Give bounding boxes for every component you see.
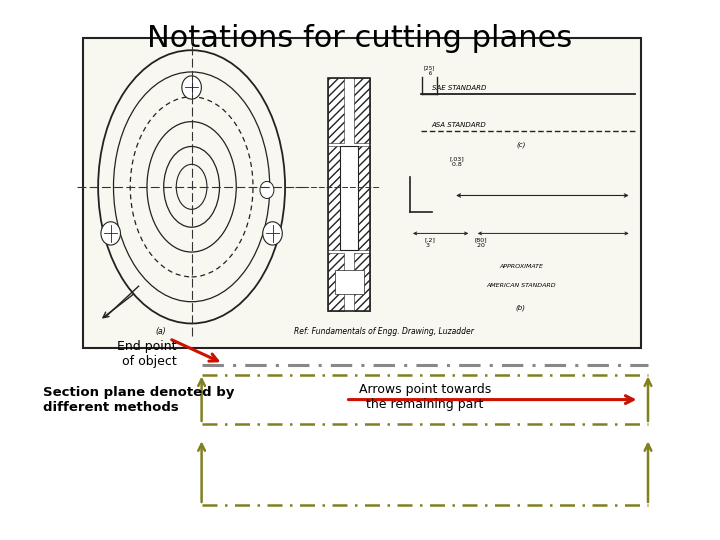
- Bar: [83, 38, 641, 348]
- Text: (b): (b): [516, 305, 526, 312]
- Bar: [328, 146, 341, 249]
- Text: AMERICAN STANDARD: AMERICAN STANDARD: [486, 283, 556, 288]
- Text: Ref: Fundamentals of Engg. Drawing, Luzadder: Ref: Fundamentals of Engg. Drawing, Luza…: [294, 327, 474, 336]
- Text: ASA STANDARD: ASA STANDARD: [432, 122, 487, 128]
- Bar: [328, 78, 370, 311]
- Text: [25]
 6: [25] 6: [424, 65, 435, 76]
- Text: Section plane denoted by
different methods: Section plane denoted by different metho…: [43, 386, 235, 414]
- Text: APPROXIMATE: APPROXIMATE: [499, 265, 543, 269]
- Text: [.03]
 0.8: [.03] 0.8: [449, 157, 464, 167]
- Text: (a): (a): [156, 327, 166, 336]
- Ellipse shape: [260, 181, 274, 199]
- Text: Notations for cutting planes: Notations for cutting planes: [148, 24, 572, 53]
- Bar: [335, 271, 364, 294]
- Ellipse shape: [182, 76, 202, 99]
- Bar: [328, 78, 344, 144]
- Ellipse shape: [263, 222, 282, 245]
- Bar: [328, 253, 344, 311]
- Text: (c): (c): [516, 141, 526, 148]
- Text: Arrows point towards
the remaining part: Arrows point towards the remaining part: [359, 383, 491, 411]
- Bar: [354, 78, 370, 144]
- Text: End point
of object: End point of object: [117, 340, 176, 368]
- Text: [.2]
 3: [.2] 3: [425, 238, 436, 248]
- Ellipse shape: [101, 222, 120, 245]
- Text: SAE STANDARD: SAE STANDARD: [432, 85, 486, 91]
- Text: [80]
 20: [80] 20: [475, 238, 487, 248]
- Bar: [340, 146, 359, 249]
- Bar: [354, 253, 370, 311]
- Bar: [358, 146, 370, 249]
